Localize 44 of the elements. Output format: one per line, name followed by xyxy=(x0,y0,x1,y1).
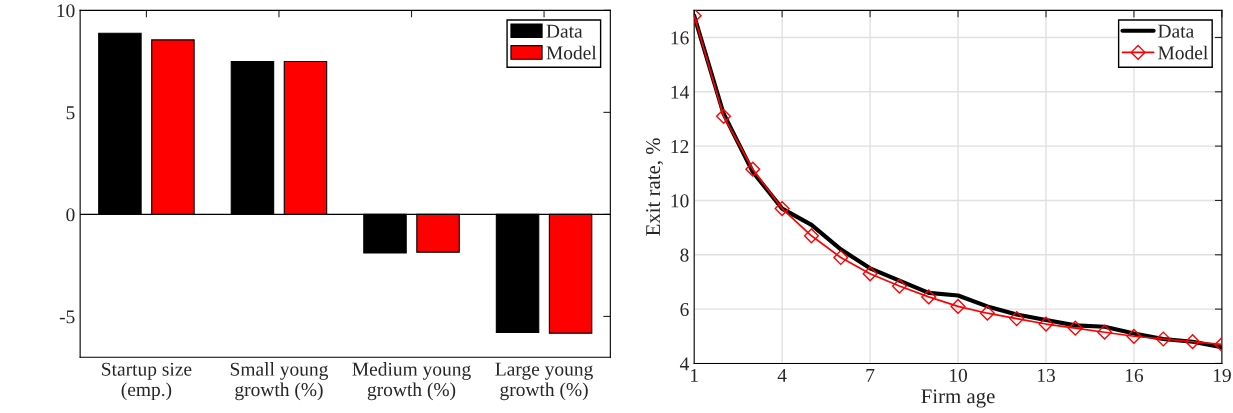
x-tick-label: 16 xyxy=(1125,368,1144,382)
point xyxy=(1185,334,1201,350)
y-axis-title: Exit rate, % xyxy=(646,138,664,236)
x-tick-label: 10 xyxy=(950,368,968,382)
point xyxy=(979,305,995,321)
point xyxy=(1009,311,1025,327)
x-tick-label: 19 xyxy=(1213,368,1231,382)
point xyxy=(833,249,849,266)
point xyxy=(1097,324,1113,340)
legend-label: Data xyxy=(546,24,583,38)
point xyxy=(745,161,761,177)
y-tick-label: 14 xyxy=(671,85,690,99)
legend-label: Data xyxy=(1158,24,1194,38)
x-tick-label: Startup size (emp.) xyxy=(102,362,192,401)
y-tick-label: 16 xyxy=(671,31,689,45)
point xyxy=(1126,328,1142,344)
legend-label: Model xyxy=(1158,45,1208,60)
point xyxy=(950,298,966,314)
y-tick-label: -5 xyxy=(59,310,75,324)
point xyxy=(891,278,907,294)
x-tick-label: 13 xyxy=(1037,368,1055,382)
point xyxy=(862,266,878,282)
y-tick-label: 6 xyxy=(680,302,689,317)
x-tick-label: Medium young growth (%) xyxy=(352,362,471,401)
y-tick-label: 8 xyxy=(680,248,689,262)
y-tick-label: 10 xyxy=(57,4,75,18)
y-tick-label: 5 xyxy=(66,106,75,120)
point xyxy=(715,108,732,124)
point xyxy=(1155,331,1171,347)
x-tick-label: 4 xyxy=(777,368,787,382)
y-tick-label: 10 xyxy=(671,194,689,208)
point xyxy=(774,201,790,217)
x-tick-label: Small young growth (%) xyxy=(230,362,329,401)
point xyxy=(921,289,937,305)
x-tick-label: 1 xyxy=(691,368,698,382)
point xyxy=(1038,316,1054,332)
point xyxy=(1067,320,1083,336)
y-tick-label: 0 xyxy=(66,208,75,222)
y-tick-label: 12 xyxy=(671,140,689,153)
x-tick-label: 7 xyxy=(866,369,875,382)
x-tick-label: Large young growth (%) xyxy=(495,362,593,401)
legend-label: Model xyxy=(546,45,597,60)
x-axis-title: Firm age xyxy=(921,389,995,408)
point xyxy=(803,228,820,244)
